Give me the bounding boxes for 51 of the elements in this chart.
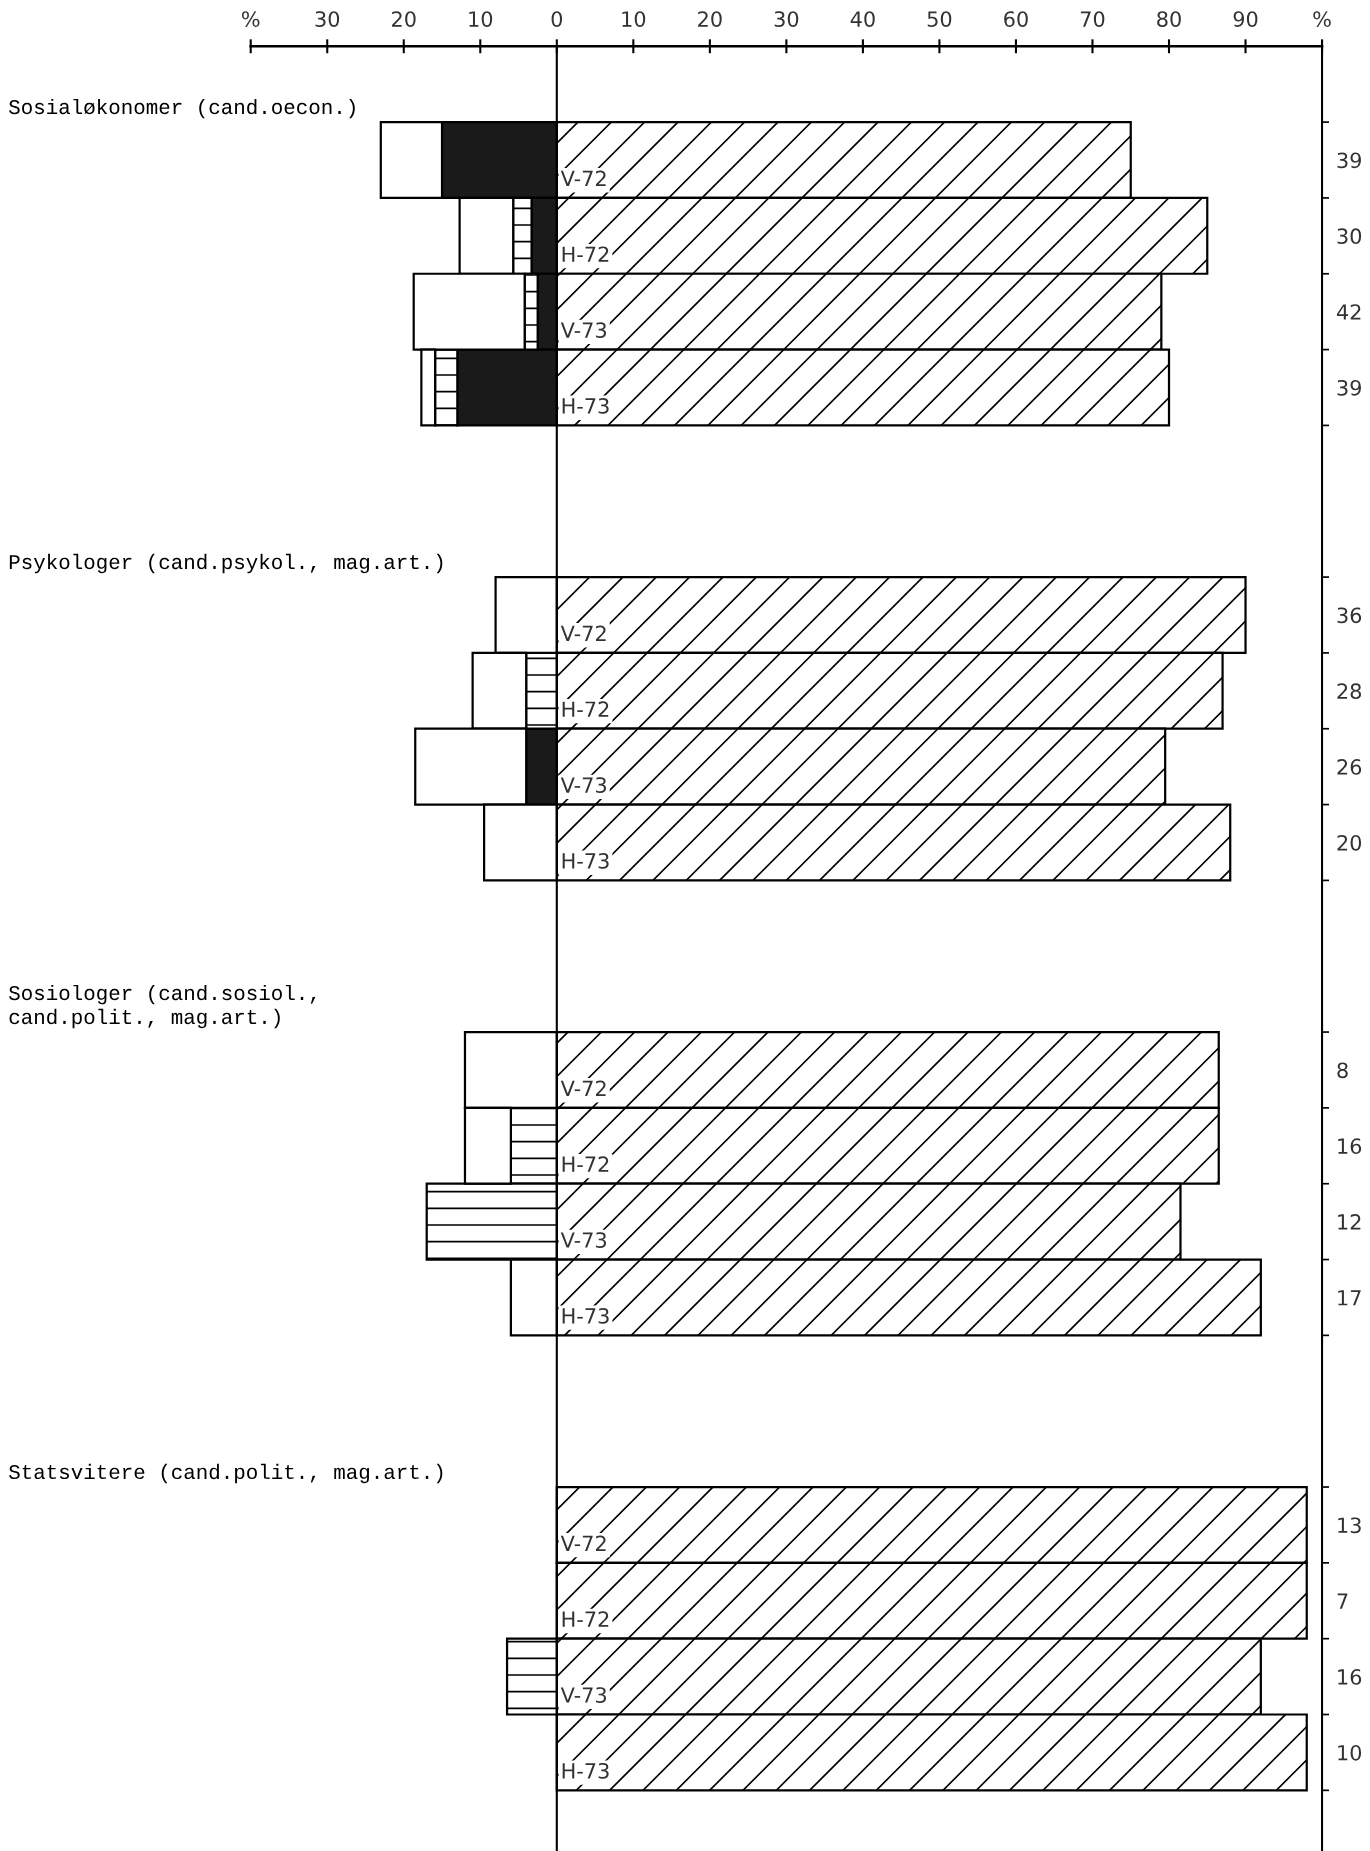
y2-tick-label: 42	[1336, 304, 1361, 320]
y-tick-label: V-72	[560, 625, 606, 641]
y-tick-label: V-72	[560, 1535, 606, 1551]
text: Sosialøkonomer (cand.oecon.)	[9, 98, 355, 119]
y2-tick-label: 36	[1337, 607, 1362, 624]
y-tick-label: H-72	[562, 1156, 609, 1172]
y-tick-label: H-73	[562, 398, 609, 414]
y2-tick-label: 12	[1338, 1214, 1361, 1230]
y2-tick-label: 28	[1337, 683, 1362, 700]
y2-tick-label: 16	[1338, 1138, 1362, 1154]
y2-tick-label: 7	[1337, 1593, 1348, 1609]
y2-tick-label: 20	[1337, 834, 1362, 851]
y2-tick-label: 13	[1338, 1517, 1361, 1534]
x-tick-label: %	[1313, 11, 1331, 27]
x-tick-label: %	[241, 11, 260, 27]
y2-tick-label: 39	[1337, 379, 1361, 396]
x-tick-label: 10	[622, 11, 646, 27]
y-tick-label: V-72	[560, 170, 606, 187]
x-tick-label: 30	[315, 11, 340, 27]
y-tick-label: V-73	[560, 777, 607, 793]
annotation: Psykologer (cand.psykol., mag.art.)	[9, 553, 443, 574]
y-tick-label: V-72	[560, 1080, 606, 1096]
x-tick-label: 10	[469, 11, 493, 27]
x-tick-label: 0	[551, 11, 563, 27]
y-tick-label: H-73	[562, 853, 609, 869]
y-tick-label: V-73	[560, 1687, 607, 1703]
y-tick-label: V-73	[560, 1232, 607, 1248]
y2-tick-label: 30	[1337, 228, 1362, 245]
y2-tick-label: 10	[1338, 1744, 1362, 1761]
y2-tick-label: 17	[1338, 1290, 1361, 1306]
y2-tick-label: 8	[1337, 1062, 1348, 1079]
x-tick-label: 70	[1080, 11, 1105, 27]
annotation: Sosiologer (cand.sosiol., cand.polit., mag.art.)	[9, 984, 316, 1029]
y-tick-label: V-73	[560, 322, 607, 338]
x-tick-label: 80	[1157, 11, 1181, 27]
y2-tick-label: 16	[1338, 1669, 1362, 1685]
annotation: Statsvitere (cand.polit., mag.art.)	[9, 1463, 443, 1484]
y-tick-label: H-72	[562, 701, 609, 717]
x-tick-label: 60	[1004, 11, 1028, 27]
y-tick-label: H-72	[562, 246, 609, 262]
x-tick-label: 50	[927, 11, 952, 27]
x-tick-label: 20	[392, 11, 416, 27]
y2-tick-label: 26	[1337, 759, 1362, 775]
y-tick-label: H-73	[562, 1307, 609, 1324]
y-tick-label: H-73	[562, 1762, 609, 1779]
x-tick-label: 30	[774, 11, 799, 27]
y-tick-label: H-72	[562, 1611, 609, 1627]
x-tick-label: 40	[850, 11, 875, 27]
x-tick-label: 20	[698, 11, 722, 27]
y2-tick-label: 39	[1337, 152, 1361, 169]
x-tick-label: 90	[1233, 11, 1258, 27]
